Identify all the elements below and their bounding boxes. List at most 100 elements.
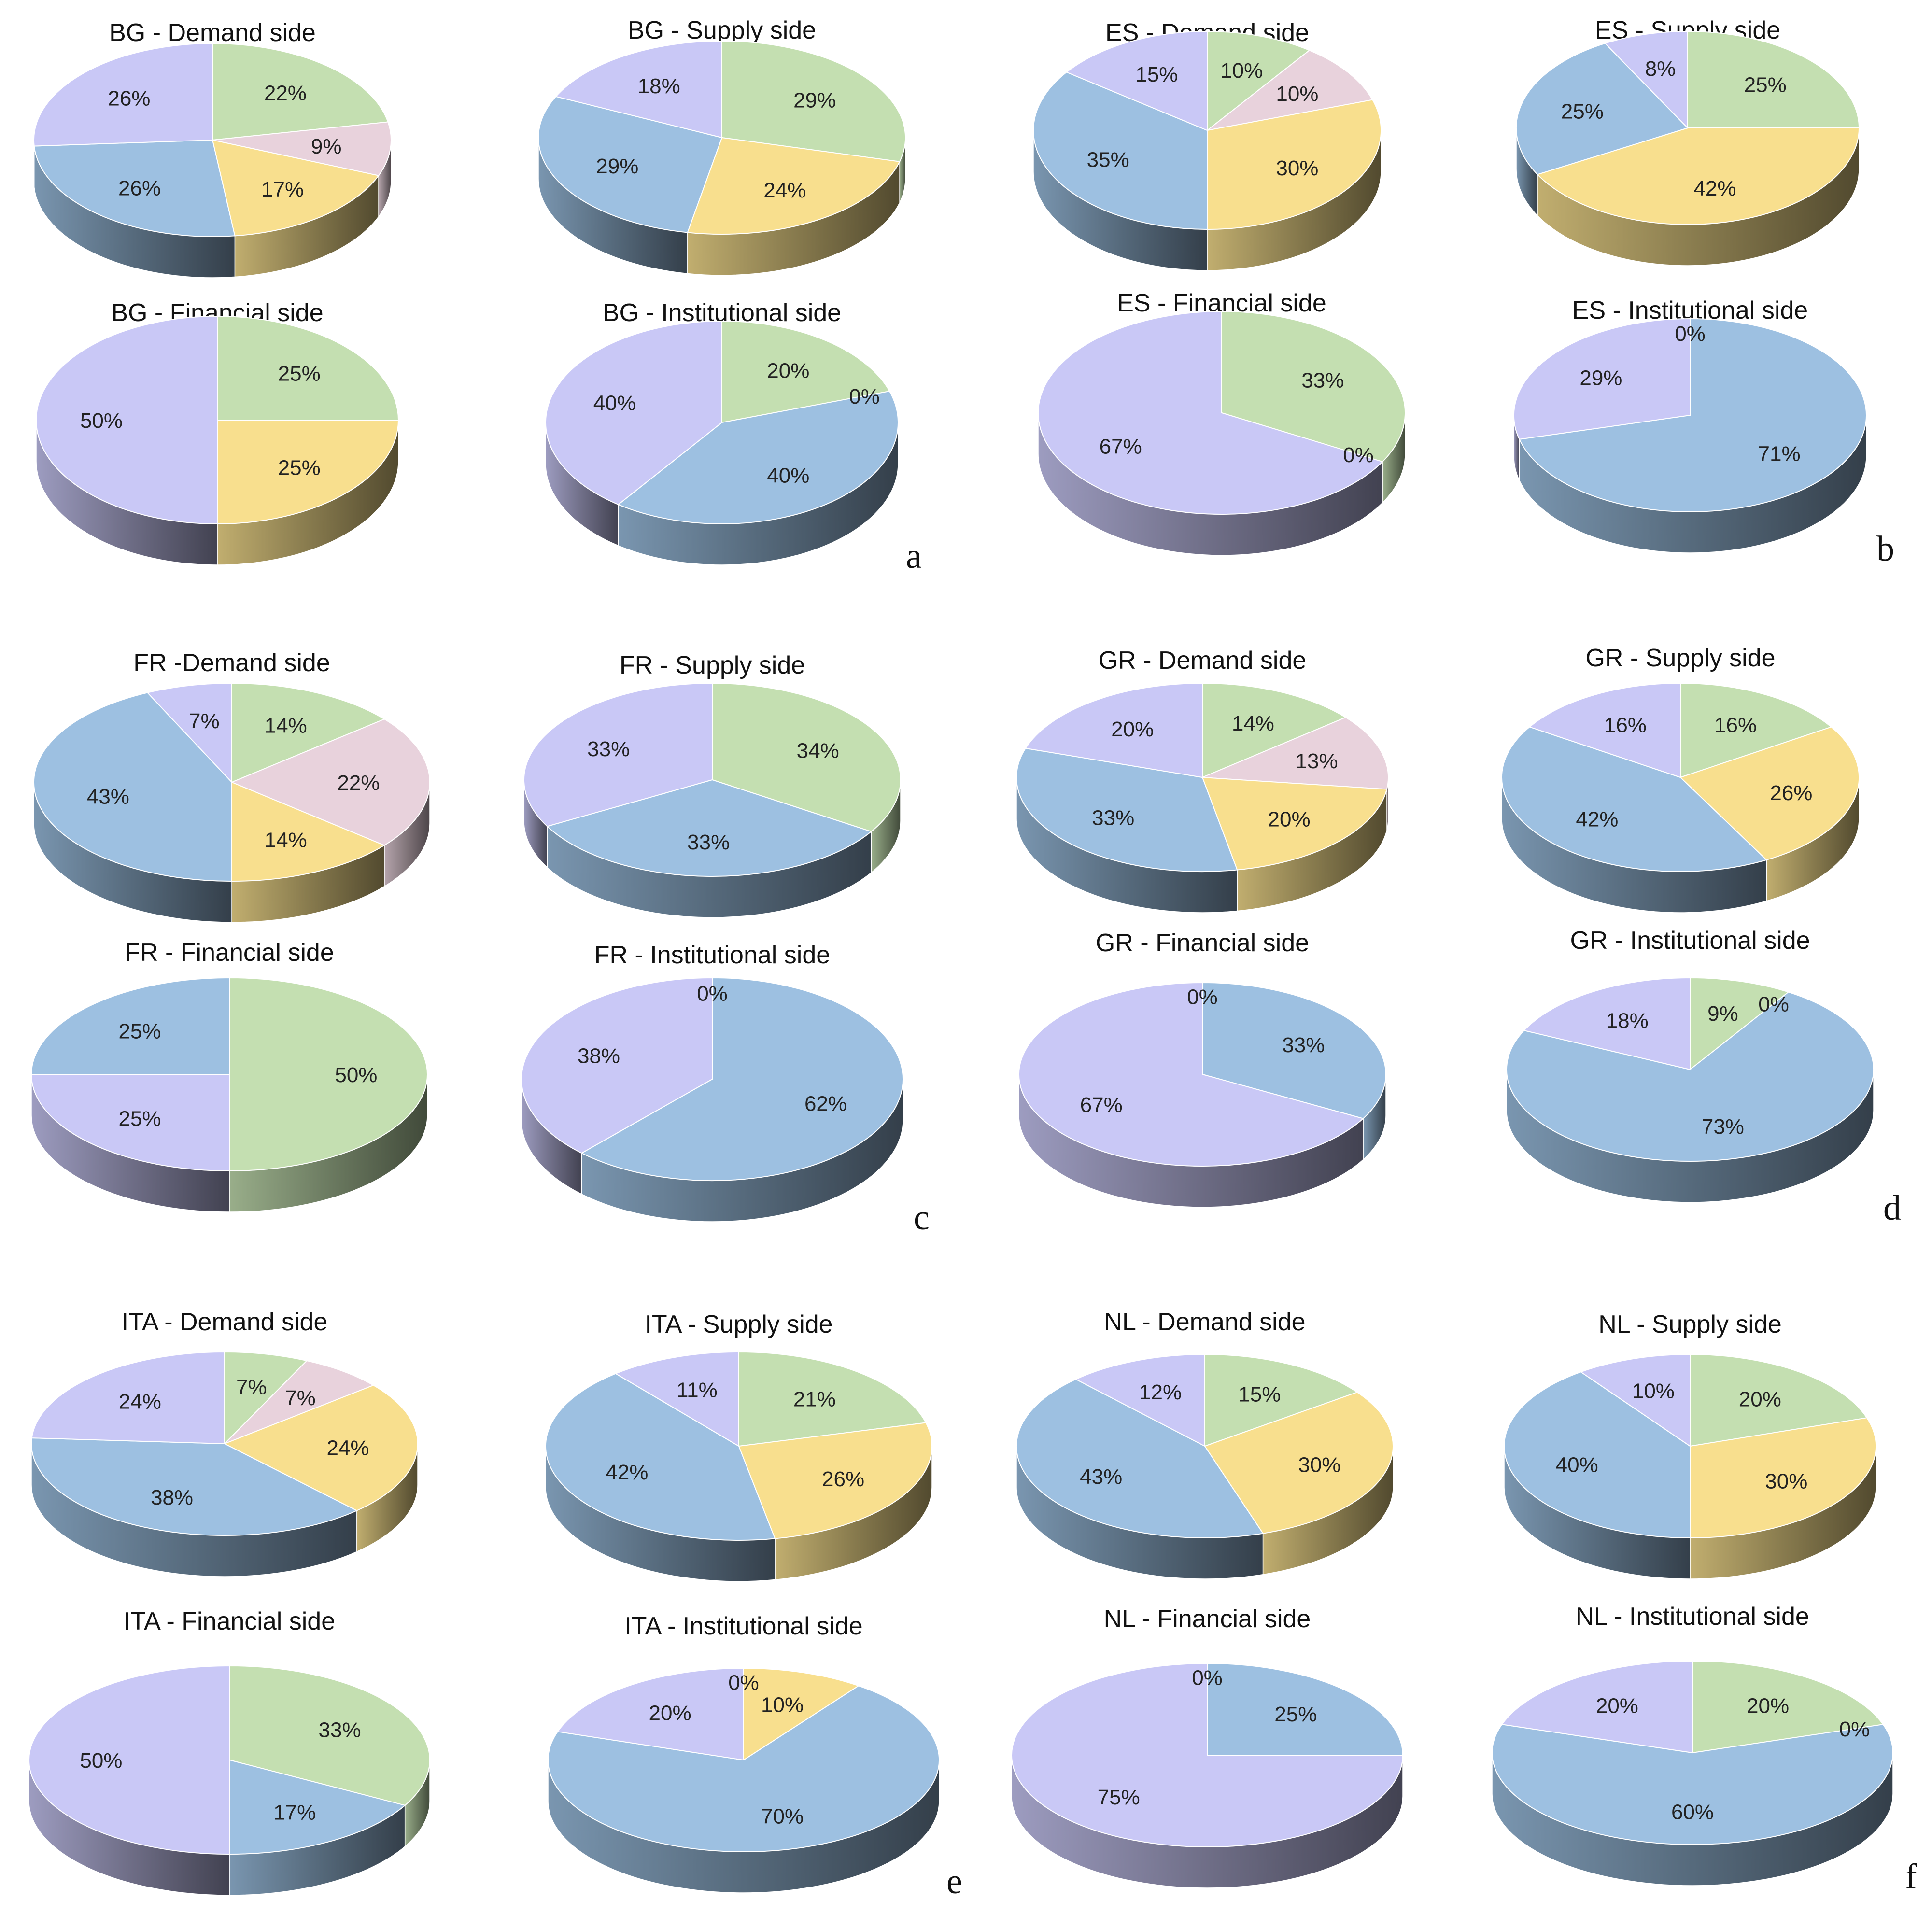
data-label: 9% [1707, 1002, 1738, 1026]
data-label: 29% [596, 155, 638, 178]
pie-slice-blue [33, 692, 232, 882]
pie-slice-lavender [557, 1667, 744, 1761]
data-label: 17% [261, 178, 304, 201]
pie-fr-institutional-side: FR - Institutional side 62% 38% 0% [521, 941, 903, 1222]
pie-slice-green [1687, 30, 1860, 128]
pie-ita-financial-side: ITA - Financial side 33% 17% 50% [28, 1607, 430, 1896]
pie-slice-lavender [614, 1351, 739, 1447]
pie-slice-green [721, 40, 906, 162]
data-label: 25% [118, 1020, 161, 1043]
data-label: 16% [1714, 714, 1757, 737]
pie-slice-pink [212, 121, 392, 176]
pie-slice-yellow [743, 1667, 860, 1761]
pie-slice-blue [1506, 991, 1874, 1162]
pie-slice-blue [1492, 1724, 1893, 1845]
data-label: 38% [578, 1044, 620, 1068]
data-label: 18% [638, 74, 680, 98]
pie-slice-yellow [738, 1422, 932, 1539]
pie-slice-blue [1518, 318, 1867, 512]
chart-title: GR - Institutional side [1570, 927, 1810, 955]
panel-letter-c: c [914, 1198, 930, 1238]
pie-slice-green [1202, 682, 1347, 778]
pie-bg-supply-side: BG - Supply side 29% 24% 29% 18% [538, 16, 906, 276]
pie-slice-yellow [1201, 776, 1388, 871]
data-label: 0% [1187, 986, 1218, 1009]
pie-slice-green [212, 42, 389, 141]
data-label: 22% [264, 81, 307, 105]
chart-title: ITA - Institutional side [624, 1612, 862, 1640]
data-label: 20% [767, 359, 809, 382]
pie-gr-financial-side: GR - Financial side 33% 67% 0% [1018, 929, 1386, 1208]
data-label: 42% [1693, 177, 1736, 200]
data-label: 16% [1604, 714, 1647, 737]
pie-slice-blue [33, 139, 236, 237]
pie-nl-institutional-side: NL - Institutional side 20% 0% 60% 20% [1492, 1603, 1893, 1886]
data-label: 35% [1087, 148, 1129, 172]
pie-ita-demand-side: ITA - Demand side 7% 7% 24% 38% 24% [31, 1308, 418, 1577]
data-label: 42% [606, 1461, 648, 1484]
data-label: 43% [87, 785, 129, 809]
data-label: 17% [273, 1801, 316, 1824]
data-label: 0% [849, 385, 880, 408]
data-label: 0% [697, 982, 728, 1006]
data-label: 15% [1135, 63, 1178, 86]
chart-title: ITA - Demand side [122, 1308, 328, 1336]
pie-nl-demand-side: NL - Demand side 15% 30% 43% 12% [1016, 1308, 1394, 1579]
pie-slice-blue [580, 977, 903, 1181]
pie-slice-yellow [1537, 127, 1860, 225]
data-label: 24% [763, 179, 806, 202]
data-label: 0% [728, 1671, 759, 1695]
pie-slice-green [1207, 30, 1311, 132]
pie-gr-institutional-side: GR - Institutional side 9% 0% 73% 18% [1506, 927, 1874, 1203]
data-label: 21% [793, 1387, 836, 1411]
pie-slice-yellow [223, 1384, 418, 1511]
data-label: 26% [118, 177, 161, 200]
pie-slice-lavender [521, 977, 713, 1154]
pie-slice-lavender [1528, 682, 1681, 778]
pie-slice-yellow [231, 781, 386, 882]
pie-slice-blue [1033, 71, 1208, 230]
data-label: 33% [319, 1718, 361, 1742]
chart-title: NL - Demand side [1104, 1308, 1305, 1336]
chart-title: BG - Supply side [628, 16, 816, 44]
pie-slice-lavender [31, 1351, 225, 1445]
pie-slice-lavender [1523, 977, 1691, 1070]
pie-fr-supply-side: FR - Supply side 34% 33% 33% [523, 651, 901, 918]
pie-slice-blue [617, 390, 899, 524]
pie-slice-lavender [555, 40, 722, 139]
data-label: 38% [151, 1486, 193, 1509]
data-label: 9% [311, 135, 342, 158]
data-label: 14% [1232, 712, 1274, 735]
pie-slice-lavender [1074, 1353, 1205, 1447]
data-label: 0% [1343, 443, 1374, 467]
data-label: 10% [1220, 59, 1263, 83]
data-label: 73% [1702, 1115, 1744, 1139]
data-label: 30% [1298, 1453, 1340, 1477]
data-label: 0% [1758, 993, 1789, 1016]
data-label: 42% [1576, 807, 1618, 831]
pie-slice-green [1221, 310, 1406, 463]
chart-title: NL - Supply side [1598, 1310, 1782, 1338]
data-label: 34% [797, 739, 839, 762]
data-label: 71% [1758, 442, 1801, 466]
data-label: 0% [1192, 1666, 1223, 1690]
data-label: 33% [1092, 806, 1134, 830]
pie-slice-green [231, 682, 386, 783]
pie-slice-green [1690, 977, 1790, 1071]
data-label: 50% [335, 1063, 377, 1087]
data-label: 10% [761, 1693, 804, 1717]
data-label: 20% [1268, 807, 1311, 831]
pie-nl-financial-side: NL - Financial side 25% 75% 0% [1011, 1605, 1404, 1888]
pie-slice-blue [1016, 1379, 1264, 1538]
pie-slice-green [229, 977, 428, 1172]
data-label: 7% [285, 1386, 316, 1410]
data-label: 20% [1747, 1694, 1789, 1718]
chart-title: NL - Institutional side [1576, 1603, 1809, 1631]
pie-slice-lavender [1604, 30, 1688, 129]
pie-slice-pink [1202, 717, 1389, 790]
pie-bg-demand-side: BG - Demand side 22% 9% 17% 26% 26% [33, 19, 392, 278]
pie-slice-lavender [1065, 30, 1208, 131]
pie-slice-green [224, 1351, 308, 1445]
data-label: 11% [677, 1379, 718, 1402]
pie-slice-green [738, 1351, 927, 1447]
